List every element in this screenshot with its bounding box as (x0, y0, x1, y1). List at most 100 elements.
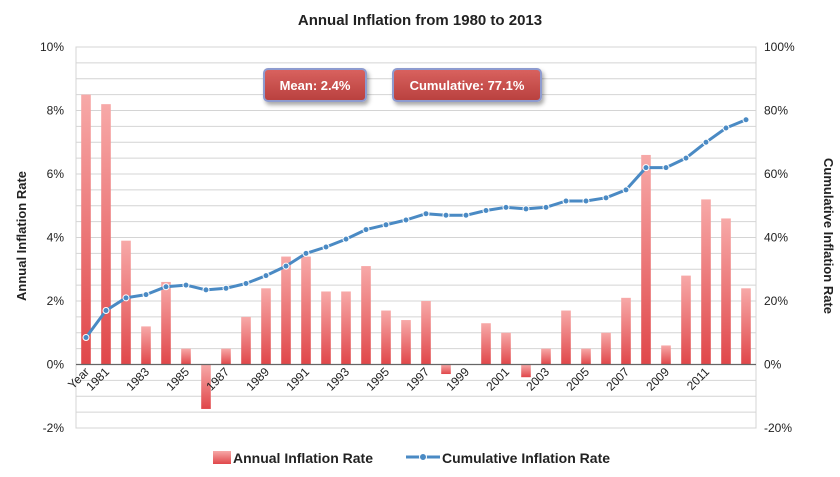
x-tick-label: 2011 (684, 364, 712, 392)
bar-2010 (681, 275, 691, 365)
point-1985 (182, 281, 190, 289)
right-axis-title: Cumulative Inflation Rate (821, 158, 836, 314)
bar-2003 (541, 348, 551, 365)
bar-2000 (481, 323, 491, 365)
bar-2011 (701, 199, 711, 365)
right-tick-label: 60% (764, 167, 788, 181)
left-axis-title: Annual Inflation Rate (14, 171, 29, 301)
bar-1988 (241, 316, 251, 365)
bar-2005 (581, 348, 591, 365)
bar-1992 (321, 291, 331, 365)
mean-callout-text: Mean: 2.4% (280, 78, 351, 93)
x-tick-label: 1991 (283, 364, 312, 393)
bar-1981 (101, 104, 111, 365)
left-tick-label: 6% (47, 167, 65, 181)
bar-1987 (221, 348, 231, 365)
bar-1982 (121, 240, 131, 365)
point-2011 (702, 138, 710, 146)
bar-1994 (361, 266, 371, 365)
right-tick-label: 20% (764, 294, 788, 308)
point-1992 (322, 243, 330, 251)
left-tick-label: 0% (47, 358, 65, 372)
bar-2013 (741, 288, 751, 365)
x-tick-label: 1981 (83, 364, 112, 393)
x-tick-label: 1985 (163, 364, 192, 393)
point-1988 (242, 280, 250, 288)
x-tick-label: 1993 (323, 364, 352, 393)
cumulative-callout-box (392, 68, 542, 102)
x-tick-label: 1989 (243, 364, 272, 393)
chart-title: Annual Inflation from 1980 to 2013 (298, 12, 542, 29)
point-1989 (262, 272, 270, 280)
legend-line-marker (419, 453, 427, 461)
point-1980 (82, 334, 90, 342)
right-tick-label: 0% (764, 358, 782, 372)
bar-1990 (281, 256, 291, 365)
point-2002 (522, 205, 530, 213)
bar-1984 (161, 281, 171, 365)
point-1983 (142, 291, 150, 299)
point-2003 (542, 203, 550, 211)
right-tick-label: 100% (764, 40, 795, 54)
legend-bar-swatch (213, 451, 231, 464)
cumulative-callout-text: Cumulative: 77.1% (410, 78, 525, 93)
right-tick-label: -20% (764, 421, 792, 435)
point-1999 (462, 211, 470, 219)
point-1995 (382, 221, 390, 229)
bar-1998 (441, 364, 451, 375)
bar-1980 (81, 94, 91, 365)
left-tick-label: 2% (47, 294, 65, 308)
point-1998 (442, 211, 450, 219)
point-1997 (422, 210, 430, 218)
bar-1993 (341, 291, 351, 365)
cumulative-callout: Cumulative: 77.1% (392, 68, 542, 102)
bar-1991 (301, 256, 311, 365)
point-1982 (122, 294, 130, 302)
left-axis-ticks: -2% 0% 2% 4% 6% 8% 10% (40, 40, 64, 435)
bar-2002 (521, 364, 531, 378)
point-2009 (662, 164, 670, 172)
legend-line-label: Cumulative Inflation Rate (442, 450, 610, 466)
bar-2007 (621, 297, 631, 365)
bar-1996 (401, 320, 411, 365)
point-2006 (602, 194, 610, 202)
bar-2004 (561, 310, 571, 365)
x-tick-label: 1995 (363, 364, 392, 393)
x-tick-label: 1997 (403, 364, 432, 393)
bar-1986 (201, 364, 211, 409)
cumulative-line-path (84, 118, 747, 339)
right-axis-ticks: -20% 0% 20% 40% 60% 80% 100% (764, 40, 795, 435)
point-1981 (102, 307, 110, 315)
point-1990 (282, 262, 290, 270)
point-2005 (582, 197, 590, 205)
point-2008 (642, 164, 650, 172)
x-tick-label: 2005 (563, 364, 592, 393)
right-tick-label: 80% (764, 104, 788, 118)
x-tick-label: 1983 (123, 364, 152, 393)
point-1991 (302, 249, 310, 257)
bar-2001 (501, 332, 511, 365)
bar-2006 (601, 332, 611, 365)
legend-bar-label: Annual Inflation Rate (233, 450, 373, 466)
mean-callout-box (263, 68, 367, 102)
x-tick-label: 2001 (483, 364, 512, 393)
left-tick-label: 8% (47, 104, 65, 118)
x-tick-label: 2007 (603, 364, 632, 393)
point-1993 (342, 235, 350, 243)
annual-bars (81, 94, 751, 409)
point-1987 (222, 284, 230, 292)
point-2007 (622, 186, 630, 194)
point-2000 (482, 207, 490, 215)
point-2012 (722, 124, 730, 132)
x-tick-label: 2009 (643, 364, 672, 393)
bar-1983 (141, 326, 151, 365)
bar-1989 (261, 288, 271, 365)
cumulative-line (82, 116, 750, 342)
bar-1995 (381, 310, 391, 365)
legend: Annual Inflation Rate Cumulative Inflati… (213, 450, 610, 466)
left-tick-label: 4% (47, 231, 65, 245)
point-1996 (402, 216, 410, 224)
point-1994 (362, 226, 370, 234)
